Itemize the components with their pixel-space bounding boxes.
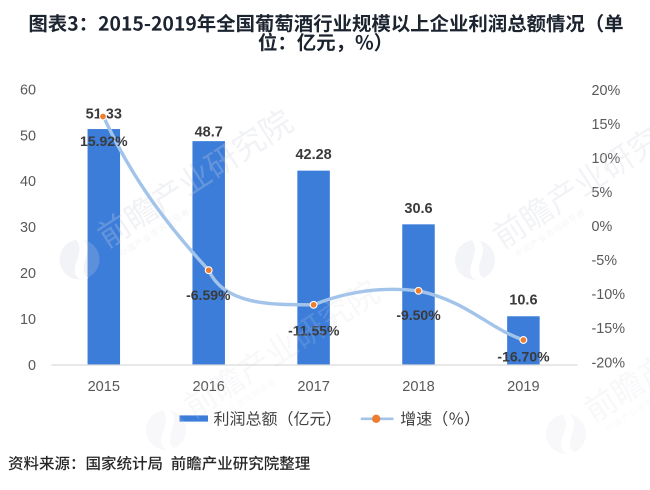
- svg-text:48.7: 48.7: [195, 125, 223, 141]
- svg-text:-6.59%: -6.59%: [186, 287, 231, 303]
- svg-text:30: 30: [20, 220, 36, 236]
- svg-text:0: 0: [28, 358, 36, 374]
- svg-text:20%: 20%: [592, 83, 621, 99]
- svg-text:2015: 2015: [88, 379, 120, 395]
- svg-text:42.28: 42.28: [295, 147, 331, 163]
- svg-text:0%: 0%: [592, 219, 613, 235]
- svg-text:-15%: -15%: [592, 321, 626, 337]
- svg-text:10.6: 10.6: [509, 293, 537, 309]
- svg-text:10: 10: [20, 312, 36, 328]
- svg-text:2017: 2017: [297, 379, 329, 395]
- svg-text:-5%: -5%: [592, 253, 618, 269]
- svg-text:15.92%: 15.92%: [80, 133, 128, 149]
- svg-text:30.6: 30.6: [404, 201, 432, 217]
- svg-text:20: 20: [20, 266, 36, 282]
- svg-text:5%: 5%: [592, 185, 613, 201]
- svg-text:-16.70%: -16.70%: [497, 349, 550, 365]
- svg-text:-9.50%: -9.50%: [396, 307, 441, 323]
- svg-text:2018: 2018: [402, 379, 434, 395]
- svg-text:15%: 15%: [592, 117, 621, 133]
- svg-text:-11.55%: -11.55%: [288, 323, 340, 339]
- svg-text:60: 60: [20, 82, 36, 98]
- svg-text:50: 50: [20, 128, 36, 144]
- svg-text:-20%: -20%: [592, 355, 626, 371]
- svg-text:40: 40: [20, 174, 36, 190]
- svg-text:2019: 2019: [507, 379, 539, 395]
- svg-text:-10%: -10%: [592, 287, 626, 303]
